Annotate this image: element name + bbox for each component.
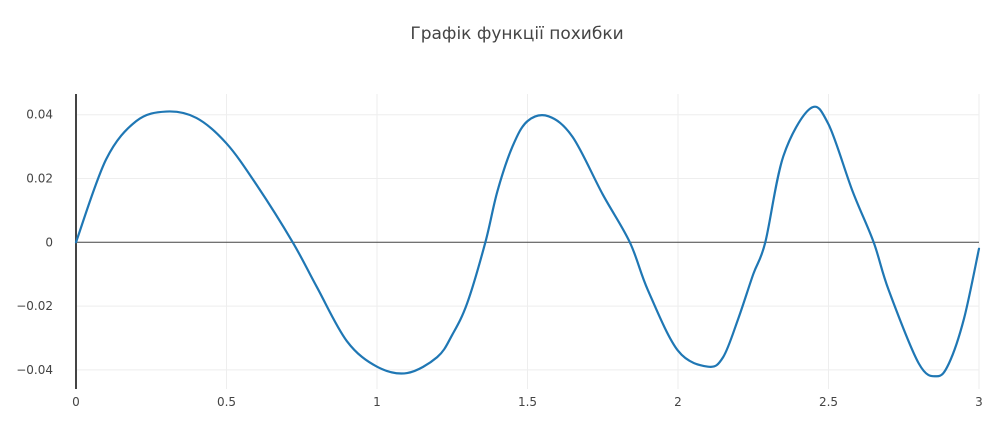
tick-labels: 0 0.5 1 1.5 2 2.5 3 −0.04 −0.02 0 0.02 0.04	[16, 108, 983, 409]
y-tick-label: −0.02	[16, 299, 53, 313]
plot-area[interactable]	[74, 105, 981, 378]
x-tick-label: 2.5	[819, 395, 838, 409]
y-tick-label: 0.04	[26, 108, 53, 122]
x-tick-label: 2	[674, 395, 682, 409]
y-tick-label: 0	[45, 235, 53, 249]
series-line[interactable]	[74, 105, 981, 378]
chart-title: Графік функції похибки	[410, 24, 623, 44]
y-tick-label: 0.02	[26, 172, 53, 186]
y-tick-label: −0.04	[16, 363, 53, 377]
x-tick-label: 3	[975, 395, 983, 409]
x-tick-label: 0	[72, 395, 80, 409]
x-tick-label: 1	[373, 395, 381, 409]
grid-layer	[76, 94, 980, 389]
x-tick-label: 0.5	[217, 395, 236, 409]
x-tick-label: 1.5	[518, 395, 537, 409]
